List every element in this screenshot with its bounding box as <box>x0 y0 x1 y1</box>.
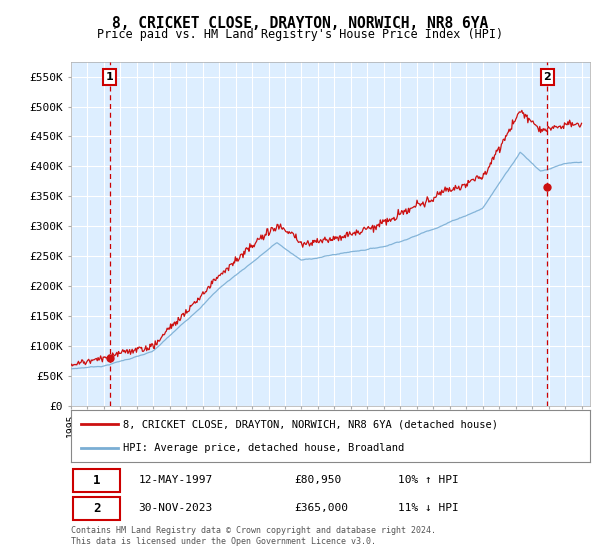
Text: 1: 1 <box>106 72 113 82</box>
FancyBboxPatch shape <box>73 469 120 492</box>
Text: £80,950: £80,950 <box>294 475 341 485</box>
Text: 8, CRICKET CLOSE, DRAYTON, NORWICH, NR8 6YA: 8, CRICKET CLOSE, DRAYTON, NORWICH, NR8 … <box>112 16 488 31</box>
FancyBboxPatch shape <box>73 497 120 520</box>
Text: Price paid vs. HM Land Registry's House Price Index (HPI): Price paid vs. HM Land Registry's House … <box>97 28 503 41</box>
Text: 8, CRICKET CLOSE, DRAYTON, NORWICH, NR8 6YA (detached house): 8, CRICKET CLOSE, DRAYTON, NORWICH, NR8 … <box>122 419 498 430</box>
Text: £365,000: £365,000 <box>294 503 348 514</box>
Text: Contains HM Land Registry data © Crown copyright and database right 2024.
This d: Contains HM Land Registry data © Crown c… <box>71 526 436 546</box>
Text: 10% ↑ HPI: 10% ↑ HPI <box>398 475 458 485</box>
Text: 30-NOV-2023: 30-NOV-2023 <box>138 503 212 514</box>
Text: 2: 2 <box>544 72 551 82</box>
Text: 11% ↓ HPI: 11% ↓ HPI <box>398 503 458 514</box>
Text: 1: 1 <box>93 474 101 487</box>
Text: HPI: Average price, detached house, Broadland: HPI: Average price, detached house, Broa… <box>122 443 404 453</box>
Text: 2: 2 <box>93 502 101 515</box>
Text: 12-MAY-1997: 12-MAY-1997 <box>138 475 212 485</box>
